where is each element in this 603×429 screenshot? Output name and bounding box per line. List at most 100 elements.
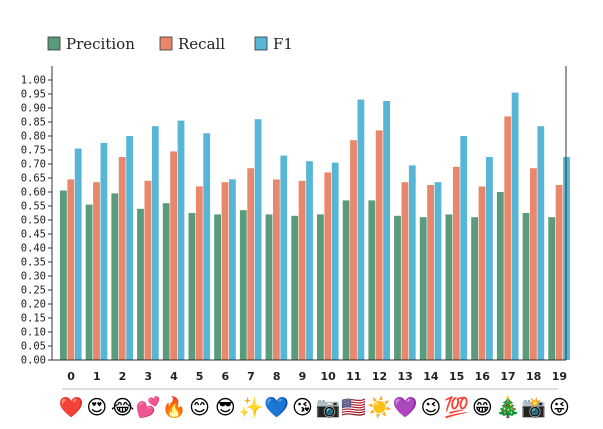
bar-recall-1 [93,182,100,360]
y-tick-label: 0.70 [21,159,46,171]
bar-precition-8 [265,214,273,360]
bar-precition-18 [522,213,530,360]
bar-recall-18 [530,168,537,360]
y-tick-label: 0.55 [21,201,46,213]
bar-precition-3 [137,208,144,360]
y-tick-label: 1.00 [21,75,46,87]
bar-precition-17 [496,192,504,360]
emoji-label: 😘 [292,395,313,419]
x-tick-label: 6 [221,370,229,383]
emoji-label: 📷 [316,395,341,419]
bar-f1-3 [151,126,159,360]
bar-recall-15 [452,166,460,360]
legend-label-0: Precition [66,35,135,53]
bar-f1-1 [100,143,108,360]
x-tick-label: 13 [398,370,413,383]
bar-f1-15 [460,136,468,360]
x-tick-label: 14 [423,370,439,383]
bar-recall-9 [298,180,306,360]
bar-recall-8 [273,179,280,360]
bar-recall-16 [478,186,486,360]
emoji-label: 🎄 [496,395,521,419]
bar-precition-14 [419,217,427,360]
y-tick-label: 0.65 [21,173,46,185]
bar-recall-12 [375,130,383,360]
y-tick-label: 0.60 [21,187,46,199]
legend-swatch-1 [159,36,173,51]
bar-f1-2 [126,136,133,360]
legend-swatch-2 [254,36,268,51]
x-tick-label: 7 [247,370,255,383]
emoji-label: 😍 [86,395,107,419]
bar-recall-7 [247,168,255,360]
x-tick-label: 16 [475,370,491,383]
x-tick-label: 5 [196,370,204,383]
y-tick-label: 0.85 [21,117,46,129]
bar-precition-9 [291,215,299,360]
bar-f1-5 [203,133,211,360]
bar-precition-11 [342,200,350,360]
x-tick-label: 10 [320,370,336,383]
bar-precition-0 [60,190,67,360]
y-tick-label: 0.35 [21,257,46,269]
bar-f1-13 [408,165,416,360]
emoji-label: 💕 [136,395,161,419]
bar-f1-12 [383,101,390,360]
y-tick-label: 0.05 [21,341,46,353]
bar-precition-4 [162,203,170,360]
bar-recall-2 [118,157,126,360]
bar-f1-10 [331,162,339,360]
emoji-label: 💯 [444,395,469,419]
legend-label-2: F1 [273,35,293,53]
x-tick-label: 1 [93,370,101,383]
y-axis: 0.00 0.05 0.10 0.15 0.20 0.25 0.30 0.35 0.40 0.45… [21,66,53,367]
bar-precition-5 [188,213,196,360]
bar-precition-1 [85,204,93,360]
bar-f1-6 [229,179,236,360]
bar-f1-14 [434,182,442,360]
emoji-label: 😁 [472,395,493,419]
bar-f1-0 [74,148,82,360]
bar-precition-13 [394,215,401,360]
y-tick-label: 0.75 [21,145,46,157]
x-tick-label: 12 [372,370,387,383]
y-tick-label: 0.45 [21,229,46,241]
y-tick-label: 0.30 [21,271,46,283]
emoji-label: ❤️ [59,395,84,419]
emoji-row: ❤️ 😍 😂 💕 🔥 😊 😎 ✨ 💙 😘 📷 🇺🇸 ☀️ 💜 😉 💯 😁 🎄 📸 😜 [59,395,570,419]
emoji-label: 😎 [215,395,236,419]
emoji-label: 😂 [111,395,134,419]
bar-precition-12 [368,200,376,360]
emoji-label: 🇺🇸 [341,395,366,419]
x-tick-label: 2 [119,370,127,383]
x-tick-label: 4 [170,370,178,383]
bar-precition-10 [317,214,324,360]
x-tick-label: 8 [273,370,281,383]
x-tick-label: 17 [500,370,515,383]
y-tick-label: 0.00 [21,355,46,367]
y-tick-label: 0.10 [21,327,46,339]
bar-precition-2 [111,193,119,360]
x-tick-label: 11 [346,370,361,383]
bar-recall-14 [427,185,434,360]
x-tick-label: 19 [552,370,567,383]
bar-f1-7 [254,119,262,360]
emoji-label: 📸 [521,395,546,419]
legend: Precition Recall F1 [47,35,293,53]
bar-precition-19 [548,217,556,360]
bar-f1-9 [306,161,313,360]
bar-precition-16 [471,217,478,360]
emoji-label: ✨ [239,395,264,419]
bar-recall-0 [67,179,75,360]
bar-precition-7 [239,210,247,360]
x-tick-label: 18 [526,370,541,383]
bar-f1-17 [511,92,519,360]
bar-f1-4 [177,120,185,360]
x-tick-label: 0 [67,370,75,383]
bar-precition-15 [445,214,453,360]
y-tick-label: 0.15 [21,313,46,325]
y-tick-label: 0.90 [21,103,46,115]
emoji-label: 💜 [393,395,418,419]
emoji-label: 💙 [264,395,289,419]
